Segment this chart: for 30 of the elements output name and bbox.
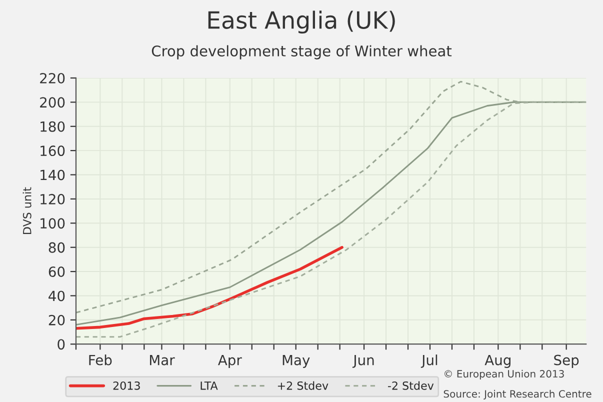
y-tick-label: 200: [40, 97, 65, 108]
y-tick-label: 120: [40, 194, 65, 204]
y-tick-label: 160: [40, 146, 65, 156]
y-tick-label: 100: [40, 218, 65, 229]
legend-label: -2 Stdev: [388, 381, 434, 390]
legend-label: LTA: [200, 382, 218, 390]
x-tick-label: Jun: [352, 354, 374, 368]
legend-label: 2013: [113, 381, 140, 390]
y-tick-label: 140: [40, 170, 65, 180]
y-tick-label: 80: [48, 242, 65, 253]
y-tick-label: 20: [48, 314, 65, 326]
y-tick-label: 0: [58, 339, 65, 350]
x-tick-label: Mar: [150, 354, 175, 366]
x-tick-label: Sep: [554, 354, 579, 368]
y-tick-label: 60: [48, 266, 65, 278]
text: © European Union 2013: [444, 370, 564, 380]
x-tick-label: Apr: [218, 354, 242, 368]
legend-label: +2 Stdev: [278, 381, 328, 390]
source-note: Source: Joint Research Centre: [444, 390, 592, 400]
x-tick-label: May: [282, 354, 310, 368]
y-axis-title: DVS unit: [22, 187, 32, 234]
x-tick-label: Aug: [484, 354, 510, 368]
chart-subtitle: Crop development stage of Winter wheat: [152, 45, 452, 60]
y-tick-label: 40: [48, 290, 65, 302]
y-tick-label: 180: [40, 121, 65, 132]
y-tick-label: 220: [40, 72, 65, 84]
x-tick-label: Feb: [89, 354, 112, 366]
x-tick-label: Jul: [420, 354, 438, 368]
chart-title: East Anglia (UK): [208, 10, 395, 34]
line-series: [76, 246, 344, 330]
